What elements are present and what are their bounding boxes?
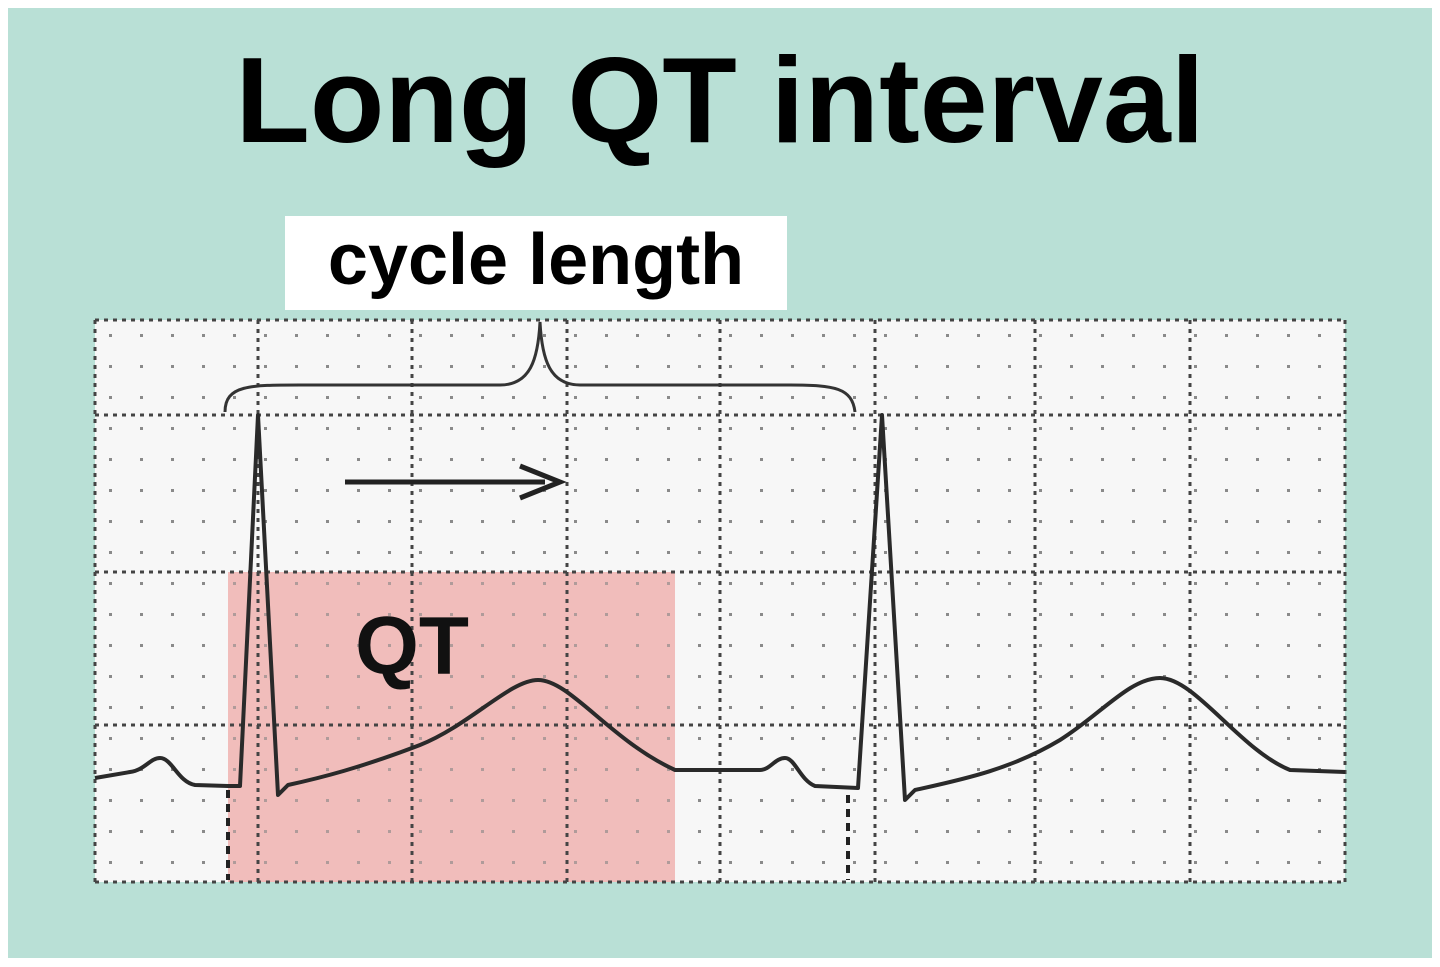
cycle-length-label: cycle length (328, 220, 744, 300)
label-box (285, 216, 787, 310)
ecg-paper (93, 318, 1347, 884)
brace (223, 321, 857, 413)
grid (93, 318, 1347, 884)
title: Long QT interval (235, 32, 1204, 168)
qt-label: QT (355, 601, 469, 692)
ecg-trace (94, 413, 1346, 802)
arrow-head (519, 463, 567, 501)
